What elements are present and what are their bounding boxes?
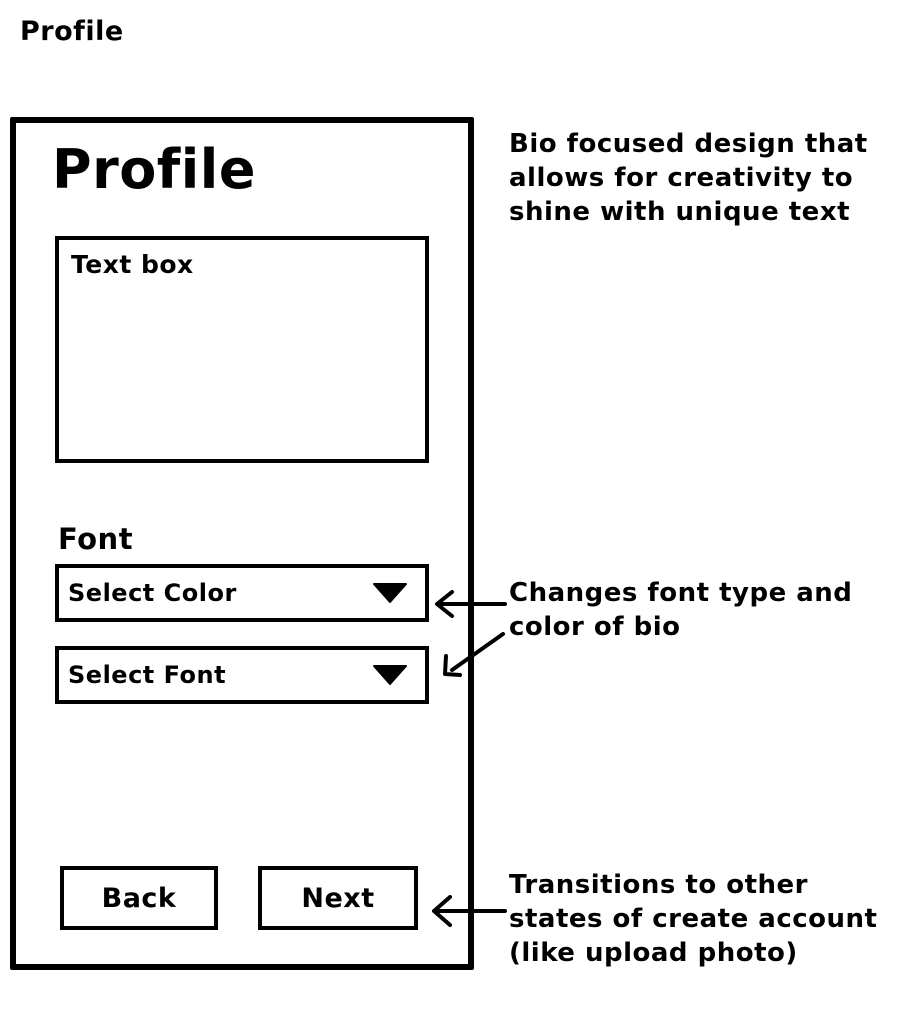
- select-color-dropdown[interactable]: Select Color: [55, 564, 429, 622]
- transitions-note: Transitions to other states of create ac…: [509, 870, 878, 968]
- triangle-down-icon: [373, 665, 407, 685]
- screen-heading: Profile: [52, 138, 256, 201]
- select-font-dropdown[interactable]: Select Font: [55, 646, 429, 704]
- next-button[interactable]: Next: [258, 866, 418, 930]
- font-section-label: Font: [58, 522, 134, 556]
- bio-text-box[interactable]: Text box: [55, 236, 429, 463]
- font-dropdowns-note: Changes font type and color of bio: [509, 578, 853, 642]
- select-font-label: Select Font: [68, 661, 227, 689]
- bio-design-note: Bio focused design that allows for creat…: [509, 129, 868, 227]
- text-box-placeholder: Text box: [71, 250, 194, 279]
- page-title: Profile: [20, 16, 124, 47]
- select-color-label: Select Color: [68, 579, 237, 607]
- phone-frame: [10, 117, 474, 970]
- triangle-down-icon: [373, 583, 407, 603]
- back-button[interactable]: Back: [60, 866, 218, 930]
